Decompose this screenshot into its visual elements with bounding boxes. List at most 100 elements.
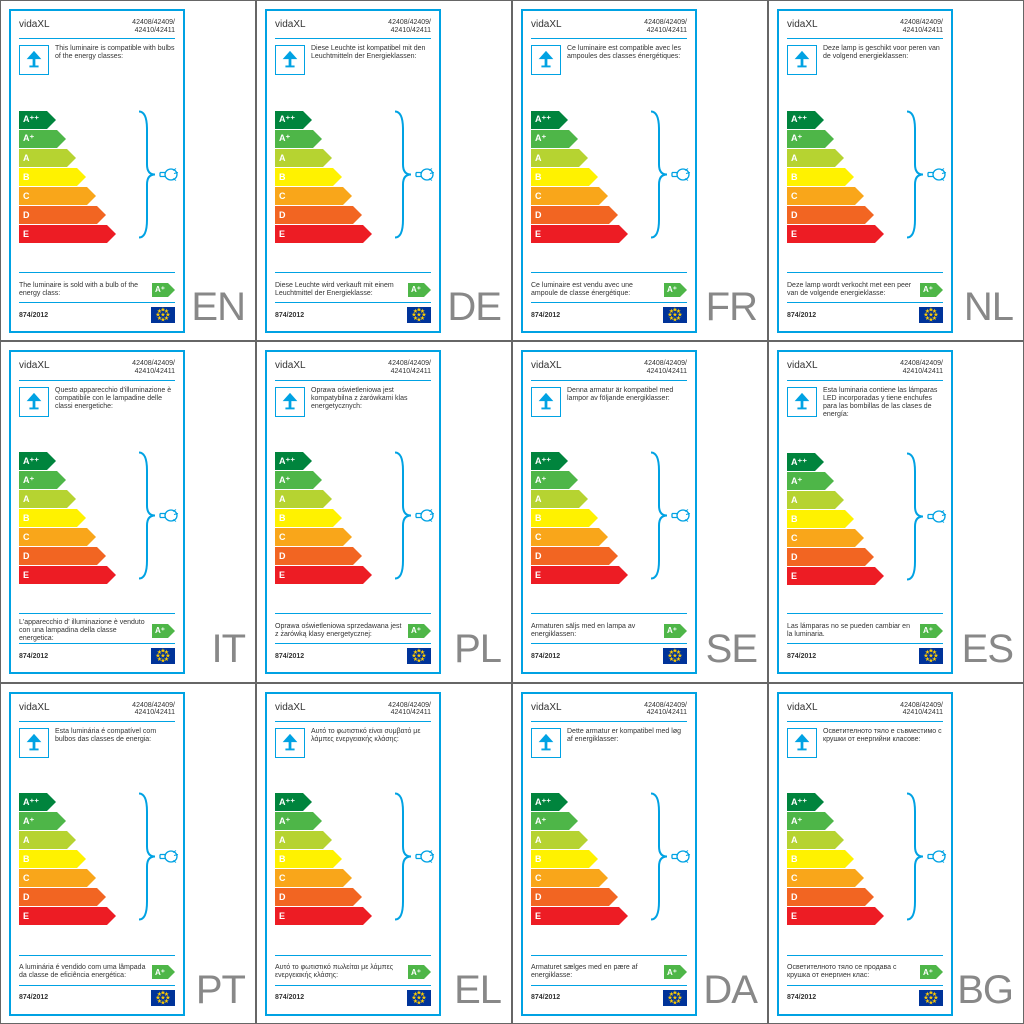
bracket-icon (137, 109, 157, 239)
energy-label: vidaXL 42408/42409/42410/42411 Осветител… (777, 692, 953, 1016)
energy-class-arrow: A⁺⁺ (787, 453, 884, 471)
energy-class-arrow: E (531, 225, 628, 243)
sold-with-section: Αυτό το φωτιστικό πωλείται με λάμπες ενε… (275, 955, 431, 985)
energy-class-arrow: B (19, 509, 116, 527)
energy-class-arrow: E (275, 566, 372, 584)
label-footer: 874/2012 (19, 643, 175, 664)
label-cell-fr: vidaXL 42408/42409/42410/42411 Ce lumina… (512, 0, 768, 341)
lamp-icon-box (787, 45, 817, 75)
label-header: vidaXL 42408/42409/42410/42411 (275, 19, 431, 39)
bulb-icon (157, 166, 179, 182)
energy-arrows: A⁺⁺ A⁺ A B C D E (275, 793, 372, 925)
product-codes: 42408/42409/42410/42411 (900, 360, 943, 375)
lamp-icon (23, 49, 45, 71)
energy-class-arrow: A⁺ (275, 471, 372, 489)
compatibility-text: This luminaire is compatible with bulbs … (55, 45, 175, 61)
language-code: SE (706, 627, 757, 672)
energy-class-arrow: A⁺⁺ (19, 111, 116, 129)
product-codes: 42408/42409/42410/42411 (644, 702, 687, 717)
label-footer: 874/2012 (275, 985, 431, 1006)
energy-class-arrow: B (19, 850, 116, 868)
label-footer: 874/2012 (531, 643, 687, 664)
regulation-text: 874/2012 (275, 994, 304, 1001)
bulb-icon (669, 166, 691, 182)
energy-class-arrow: A⁺⁺ (531, 793, 628, 811)
energy-class-arrow: A (19, 149, 116, 167)
energy-class-arrow: A⁺ (531, 130, 628, 148)
bulb-icon (925, 166, 947, 182)
label-cell-pl: vidaXL 42408/42409/42410/42411 Oprawa oś… (256, 341, 512, 682)
eu-flag-icon (663, 648, 687, 664)
sold-class-arrow: A⁺ (664, 283, 687, 297)
sold-with-section: Deze lamp wordt verkocht met een peer va… (787, 272, 943, 302)
lamp-icon (791, 49, 813, 71)
energy-class-arrow: B (787, 850, 884, 868)
sold-with-section: L'apparecchio d' illuminazione è venduto… (19, 613, 175, 643)
sold-with-text: Las lámparas no se pueden cambiar en la … (787, 623, 916, 638)
energy-class-arrow: A⁺ (19, 130, 116, 148)
product-codes: 42408/42409/42410/42411 (644, 360, 687, 375)
energy-class-arrow: C (531, 528, 628, 546)
eu-flag-icon (151, 648, 175, 664)
bracket-icon (649, 451, 669, 581)
label-cell-es: vidaXL 42408/42409/42410/42411 Esta lumi… (768, 341, 1024, 682)
compatibility-text: Осветителното тяло е съвместимо с крушки… (823, 728, 943, 744)
compatibility-section: Осветителното тяло е съвместимо с крушки… (787, 722, 943, 764)
brand-text: vidaXL (787, 19, 818, 30)
compatibility-section: Oprawa oświetleniowa jest kompatybilna z… (275, 381, 431, 423)
lamp-icon-box (19, 45, 49, 75)
lamp-icon (279, 49, 301, 71)
bracket-icon (649, 792, 669, 922)
sold-with-text: Осветителното тяло се продава с крушка о… (787, 964, 916, 979)
brand-text: vidaXL (531, 360, 562, 371)
energy-class-arrow: A⁺ (787, 812, 884, 830)
sold-with-text: The luminaire is sold with a bulb of the… (19, 282, 148, 297)
energy-class-arrow: E (275, 225, 372, 243)
energy-class-arrow: E (275, 907, 372, 925)
energy-arrows: A⁺⁺ A⁺ A B C D E (19, 793, 116, 925)
brand-text: vidaXL (531, 702, 562, 713)
compatibility-text: Esta luminaria contiene las lámparas LED… (823, 387, 943, 419)
sold-with-section: Diese Leuchte wird verkauft mit einem Le… (275, 272, 431, 302)
energy-arrows: A⁺⁺ A⁺ A B C D E (787, 111, 884, 243)
energy-class-arrow: A (787, 491, 884, 509)
energy-scale-section: A⁺⁺ A⁺ A B C D E (19, 423, 175, 614)
energy-class-arrow: C (19, 869, 116, 887)
energy-class-arrow: C (787, 529, 884, 547)
energy-label: vidaXL 42408/42409/42410/42411 Esta lumi… (9, 692, 185, 1016)
energy-label: vidaXL 42408/42409/42410/42411 Deze lamp… (777, 9, 953, 333)
bulb-icon (413, 508, 435, 524)
energy-arrows: A⁺⁺ A⁺ A B C D E (275, 452, 372, 584)
bulb-icon (157, 849, 179, 865)
brand-text: vidaXL (19, 360, 50, 371)
energy-arrows: A⁺⁺ A⁺ A B C D E (531, 452, 628, 584)
eu-flag-icon (919, 990, 943, 1006)
energy-class-arrow: A (787, 831, 884, 849)
energy-arrows: A⁺⁺ A⁺ A B C D E (275, 111, 372, 243)
sold-class-arrow: A⁺ (664, 624, 687, 638)
compatibility-section: Ce luminaire est compatible avec les amp… (531, 39, 687, 81)
lamp-icon-box (787, 728, 817, 758)
sold-class-arrow: A⁺ (920, 624, 943, 638)
energy-class-arrow: D (275, 206, 372, 224)
energy-class-arrow: E (787, 225, 884, 243)
energy-scale-section: A⁺⁺ A⁺ A B C D E (531, 81, 687, 272)
label-header: vidaXL 42408/42409/42410/42411 (19, 360, 175, 380)
brand-text: vidaXL (19, 702, 50, 713)
energy-class-arrow: B (275, 509, 372, 527)
eu-flag-icon (407, 990, 431, 1006)
bracket-icon (393, 792, 413, 922)
energy-class-arrow: D (531, 547, 628, 565)
energy-class-arrow: A (19, 490, 116, 508)
language-code: NL (964, 285, 1013, 330)
lamp-icon-box (275, 728, 305, 758)
product-codes: 42408/42409/42410/42411 (388, 19, 431, 34)
language-code: ES (962, 627, 1013, 672)
language-code: FR (706, 285, 757, 330)
label-header: vidaXL 42408/42409/42410/42411 (787, 702, 943, 722)
sold-with-section: Осветителното тяло се продава с крушка о… (787, 955, 943, 985)
eu-flag-icon (663, 990, 687, 1006)
sold-class-arrow: A⁺ (152, 965, 175, 979)
label-header: vidaXL 42408/42409/42410/42411 (787, 19, 943, 39)
energy-class-arrow: A (275, 149, 372, 167)
